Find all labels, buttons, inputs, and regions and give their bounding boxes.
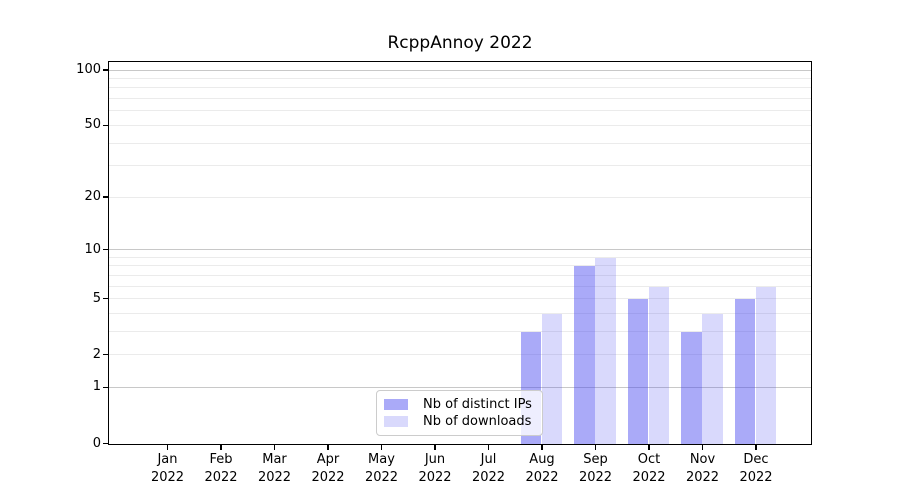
minor-gridline	[109, 274, 811, 276]
x-tick-label: Jan 2022	[150, 452, 185, 485]
y-tick-label: 10	[84, 241, 101, 257]
x-tick-mark	[701, 445, 704, 450]
x-tick-mark	[487, 445, 490, 450]
x-tick-mark	[434, 445, 436, 450]
y-tick-mark	[103, 124, 108, 127]
major-gridline	[109, 249, 811, 250]
x-tick-mark	[541, 445, 543, 450]
y-tick-label: 0	[92, 435, 101, 451]
bar-distinct-ips	[734, 299, 756, 444]
y-tick-label: 50	[84, 117, 101, 133]
bar-distinct-ips	[681, 331, 702, 444]
y-tick-mark	[103, 248, 108, 251]
bar-distinct-ips	[574, 266, 595, 444]
legend: Nb of distinct IPs Nb of downloads	[376, 390, 543, 436]
x-tick-mark	[648, 445, 650, 450]
y-tick-label: 100	[76, 62, 101, 78]
minor-gridline	[109, 330, 811, 332]
x-tick-label: Sep 2022	[578, 452, 613, 485]
y-tick-mark	[103, 69, 108, 71]
x-tick-label: May 2022	[364, 452, 399, 485]
bar-downloads	[755, 286, 777, 444]
minor-gridline	[109, 124, 811, 126]
minor-gridline	[109, 78, 811, 80]
legend-item-downloads: Nb of downloads	[384, 413, 534, 430]
y-tick-mark	[103, 297, 108, 300]
x-tick-mark	[380, 445, 383, 450]
y-tick-label: 20	[84, 189, 101, 205]
major-gridline	[109, 69, 811, 71]
x-tick-label: Mar 2022	[257, 452, 292, 485]
x-tick-mark	[755, 445, 757, 450]
bar-downloads	[648, 286, 670, 444]
minor-gridline	[109, 354, 811, 356]
plot-area: Nb of distinct IPs Nb of downloads	[108, 61, 812, 445]
y-tick-label: 2	[92, 346, 101, 362]
x-tick-label: Dec 2022	[739, 452, 773, 485]
x-tick-mark	[166, 445, 169, 450]
minor-gridline	[109, 98, 811, 100]
bar-downloads	[702, 313, 723, 444]
y-tick-label: 5	[92, 290, 101, 306]
minor-gridline	[109, 196, 811, 198]
minor-gridline	[109, 265, 811, 267]
x-tick-mark	[327, 445, 329, 450]
x-tick-label: Jul 2022	[471, 452, 506, 485]
legend-swatch-downloads	[384, 416, 408, 427]
legend-label-distinct-ips: Nb of distinct IPs	[423, 397, 532, 412]
minor-gridline	[109, 312, 811, 314]
minor-gridline	[109, 285, 811, 287]
y-tick-label: 1	[92, 379, 101, 395]
minor-gridline	[109, 87, 811, 89]
minor-gridline	[109, 165, 811, 167]
legend-label-downloads: Nb of downloads	[423, 414, 532, 429]
bar-downloads	[541, 313, 563, 444]
y-tick-mark	[103, 442, 108, 445]
x-tick-label: Jun 2022	[418, 452, 452, 485]
minor-gridline	[109, 142, 811, 144]
minor-gridline	[109, 110, 811, 112]
minor-gridline	[109, 298, 811, 300]
minor-gridline	[109, 256, 811, 258]
y-tick-mark	[103, 386, 108, 389]
major-gridline	[109, 386, 811, 388]
x-tick-mark	[273, 445, 276, 450]
x-tick-mark	[220, 445, 222, 450]
y-tick-mark	[103, 353, 108, 356]
x-tick-label: Feb 2022	[204, 452, 238, 485]
x-tick-label: Oct 2022	[632, 452, 666, 485]
legend-swatch-distinct-ips	[384, 399, 408, 410]
x-tick-label: Aug 2022	[525, 452, 559, 485]
bar-downloads	[595, 257, 616, 444]
legend-item-distinct-ips: Nb of distinct IPs	[384, 396, 534, 413]
x-tick-label: Apr 2022	[311, 452, 345, 485]
y-tick-mark	[103, 196, 108, 198]
x-tick-mark	[594, 445, 597, 450]
x-tick-label: Nov 2022	[685, 452, 720, 485]
bar-distinct-ips	[627, 299, 649, 444]
chart-title: RcppAnnoy 2022	[387, 33, 533, 53]
